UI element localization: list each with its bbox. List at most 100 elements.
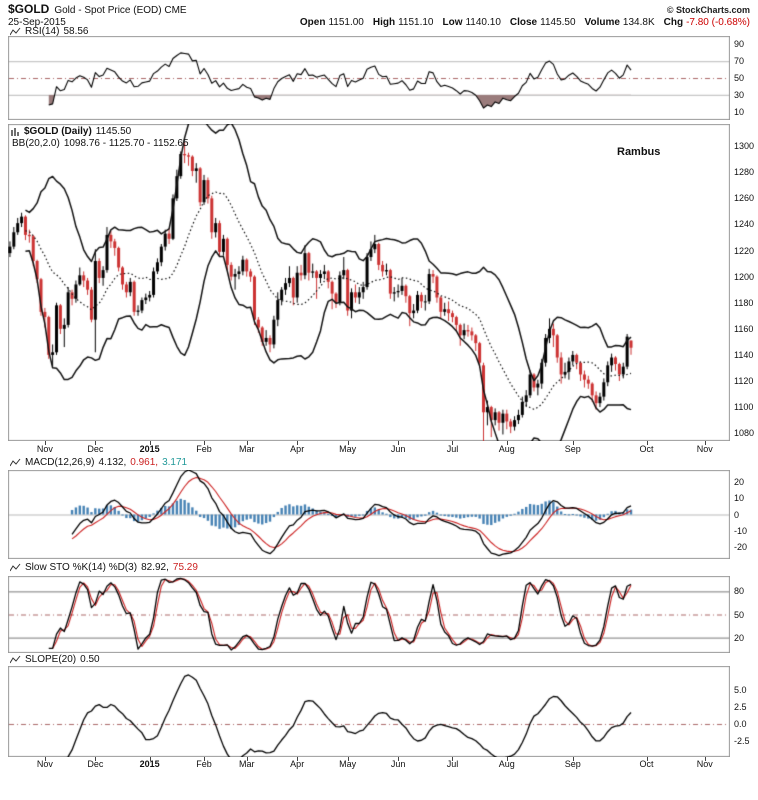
rsi-value: 58.56 [63, 26, 89, 37]
x-axis-tick [347, 441, 349, 445]
stochastic-plot [8, 576, 730, 653]
x-axis-tick [704, 441, 706, 445]
x-axis-month-label: Oct [639, 444, 654, 454]
y-axis-label: 2.5 [734, 702, 747, 713]
x-axis-month-label: Nov [696, 444, 713, 454]
chart-header: $GOLD Gold - Spot Price (EOD) CME © Stoc… [8, 2, 750, 16]
y-axis-label: 1200 [734, 271, 755, 282]
x-axis-month-label: Mar [238, 444, 255, 454]
macd-value-signal: 0.961, [130, 457, 159, 468]
x-axis-tick [204, 441, 206, 445]
slope-value: 0.50 [80, 654, 100, 665]
x-axis-tick [95, 757, 97, 761]
macd-plot [8, 470, 730, 559]
x-axis-tick [704, 757, 706, 761]
x-axis-month-label: Dec [87, 759, 104, 769]
line-chart-icon [10, 458, 21, 466]
x-axis-month-label: Jul [446, 444, 459, 454]
x-axis-tick [246, 441, 248, 445]
x-axis-tick [347, 757, 349, 761]
y-axis-label: 5.0 [734, 685, 747, 696]
quote-field-value: 1145.50 [540, 17, 576, 28]
x-axis-month-label: Nov [36, 759, 53, 769]
x-axis-month-label: Aug [498, 444, 515, 454]
y-axis-label: 1220 [734, 245, 755, 256]
quote-row: 25-Sep-2015 Open 1151.00 High 1151.10 Low 114… [8, 17, 750, 28]
macd-panel-label: MACD(12,26,9) 4.132, 0.961, 3.171 [10, 457, 187, 468]
x-axis-tick [398, 757, 400, 761]
price-label: $GOLD (Daily) [24, 126, 92, 137]
x-axis-month-label: Jun [390, 759, 406, 769]
quote-field-label: Open [299, 17, 326, 28]
x-axis-month-label: Feb [196, 759, 212, 769]
y-axis-label: 10 [734, 493, 745, 504]
y-axis-label: -10 [734, 525, 748, 536]
x-axis-month-label: Sep [564, 444, 581, 454]
slope-plot [8, 666, 730, 757]
x-axis-month-label: Apr [290, 444, 305, 454]
x-axis-tick [246, 757, 248, 761]
price-plot [8, 124, 730, 441]
line-chart-icon [10, 27, 21, 35]
y-axis-label: 90 [734, 39, 745, 50]
x-axis-tick [204, 757, 206, 761]
x-axis-tick [95, 441, 97, 445]
y-axis-label: 1160 [734, 323, 754, 334]
x-axis-tick [506, 441, 508, 445]
sto-label: Slow STO %K(14) %D(3) [25, 562, 138, 573]
quote-field-label: High [372, 17, 396, 28]
y-axis-label: 50 [734, 609, 745, 620]
x-axis-tick [297, 757, 299, 761]
y-axis-label: 20 [734, 476, 745, 487]
y-axis-label: 0 [734, 509, 740, 520]
x-axis-tick [149, 757, 151, 761]
y-axis-label: 1120 [734, 375, 754, 386]
x-axis-tick [646, 441, 648, 445]
x-axis-month-label: Jul [446, 759, 459, 769]
x-axis-month-label: Apr [290, 759, 305, 769]
quote-fields: Open 1151.00 High 1151.10 Low 1140.10 Close 114… [291, 17, 750, 28]
rsi-label: RSI(14) [25, 26, 60, 37]
x-axis-month-label: 2015 [139, 444, 160, 454]
x-axis-tick [452, 441, 454, 445]
x-axis-tick [297, 441, 299, 445]
stochastic-panel-label: Slow STO %K(14) %D(3) 82.92, 75.29 [10, 562, 198, 573]
line-chart-icon [10, 655, 21, 663]
quote-date: 25-Sep-2015 [8, 17, 66, 28]
annotation-rambus: Rambus [617, 146, 661, 158]
rsi-plot [8, 36, 730, 120]
price-value: 1145.50 [95, 126, 132, 137]
macd-value-line: 4.132, [98, 457, 127, 468]
y-axis-label: 10 [734, 106, 745, 117]
y-axis-label: -20 [734, 542, 748, 553]
x-axis-month-label: Nov [36, 444, 53, 454]
x-axis-month-label: Sep [564, 759, 581, 769]
x-axis-tick [646, 757, 648, 761]
bb-label: BB(20,2.0) [12, 138, 60, 149]
slope-panel-label: SLOPE(20) 0.50 [10, 654, 100, 665]
price-panel-label: $GOLD (Daily) 1145.50 [10, 126, 131, 137]
x-axis-month-label: Oct [639, 759, 654, 769]
x-axis-month-label: Nov [696, 759, 713, 769]
macd-value-hist: 3.171 [162, 457, 188, 468]
quote-field-value: 1151.00 [328, 17, 364, 28]
y-axis-label: 1240 [734, 219, 755, 230]
x-axis-month-label: Dec [87, 444, 104, 454]
x-axis-month-label: Jun [390, 444, 406, 454]
y-axis-label: 1280 [734, 167, 755, 178]
bollinger-label: BB(20,2.0) 1098.76 - 1125.70 - 1152.65 [12, 138, 189, 149]
y-axis-label: 0.0 [734, 718, 747, 729]
x-axis-tick [452, 757, 454, 761]
quote-field-value: 1140.10 [465, 17, 501, 28]
y-axis-label: 1080 [734, 428, 755, 439]
x-axis-tick [44, 757, 46, 761]
quote-field-label: Low [442, 17, 463, 28]
x-axis-tick [149, 441, 151, 445]
quote-field-value: -7.80 (-0.68%) [686, 17, 750, 28]
bar-chart-icon [11, 127, 19, 136]
y-axis-label: 1260 [734, 193, 755, 204]
y-axis-label: 1180 [734, 297, 754, 308]
quote-field-label: Volume [584, 17, 620, 28]
quote-field-label: Close [509, 17, 538, 28]
